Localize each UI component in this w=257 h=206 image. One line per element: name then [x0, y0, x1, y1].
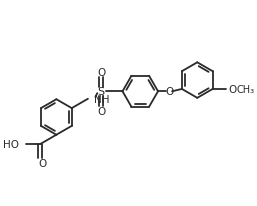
Text: O: O [228, 84, 237, 95]
Text: O: O [165, 87, 173, 97]
Text: HO: HO [3, 139, 19, 149]
Text: O: O [97, 106, 105, 116]
Text: NH: NH [95, 94, 110, 104]
Text: CH₃: CH₃ [236, 84, 254, 95]
Text: O: O [97, 68, 105, 78]
Text: S: S [97, 87, 105, 97]
Text: O: O [38, 158, 46, 168]
